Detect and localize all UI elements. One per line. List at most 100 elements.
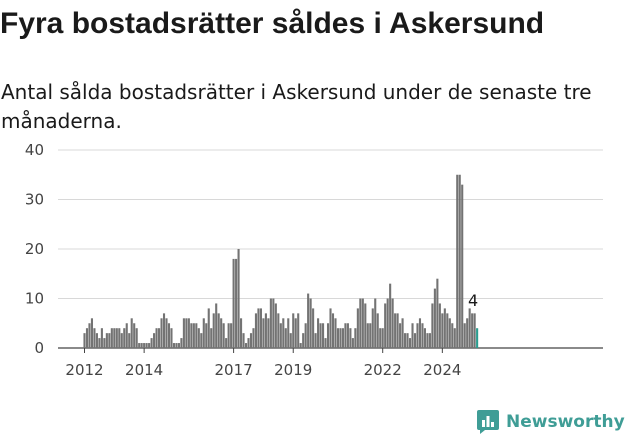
bar: [361, 298, 364, 348]
bar: [448, 318, 451, 348]
bar: [133, 323, 136, 348]
bar: [446, 313, 449, 348]
bar-latest: [476, 328, 479, 348]
bar: [145, 343, 148, 348]
bar: [314, 333, 317, 348]
bar: [473, 313, 476, 348]
bar: [351, 338, 354, 348]
bar: [103, 338, 106, 348]
bar: [376, 313, 379, 348]
bar: [384, 303, 387, 348]
bar: [456, 174, 459, 348]
bar: [125, 323, 128, 348]
bar: [197, 328, 200, 348]
bar: [366, 323, 369, 348]
bar: [200, 333, 203, 348]
bar: [123, 328, 126, 348]
bar: [244, 343, 248, 348]
bar: [232, 258, 235, 348]
bar: [356, 308, 359, 348]
bar: [386, 298, 389, 348]
x-tick-label: 2012: [65, 361, 103, 379]
bar: [423, 328, 426, 348]
bar: [162, 313, 166, 348]
bar: [396, 313, 399, 348]
latest-value-label: 4: [468, 291, 478, 310]
bar: [205, 323, 208, 348]
bar: [453, 328, 456, 348]
bar: [207, 308, 210, 348]
bar: [322, 323, 325, 348]
x-tick-label: 2024: [423, 361, 461, 379]
bar: [349, 328, 352, 348]
bar: [254, 313, 258, 348]
bar: [110, 328, 113, 348]
bar: [115, 328, 118, 348]
bar: [379, 328, 382, 348]
bar: [309, 298, 312, 348]
bar: [150, 338, 153, 348]
bar: [185, 318, 188, 348]
y-tick-label: 30: [25, 191, 44, 209]
bar: [282, 318, 285, 348]
y-tick-label: 20: [25, 240, 44, 258]
bar: [331, 313, 335, 348]
bar: [235, 258, 238, 348]
bar: [90, 318, 94, 348]
bar: [471, 313, 474, 348]
bar: [334, 318, 337, 348]
bar: [165, 318, 168, 348]
bar: [346, 323, 349, 348]
bar: [344, 323, 347, 348]
bar: [105, 333, 108, 348]
bar: [287, 318, 290, 348]
bar: [195, 323, 198, 348]
bar: [153, 333, 156, 348]
bar: [468, 308, 471, 348]
y-tick-label: 40: [25, 141, 44, 159]
bar: [297, 313, 300, 348]
y-tick-label: 0: [34, 339, 44, 357]
bar: [113, 328, 116, 348]
bar: [128, 333, 131, 348]
bar: [341, 328, 344, 348]
bar: [391, 298, 394, 348]
bar: [175, 343, 178, 348]
bar: [242, 333, 245, 348]
bar: [143, 343, 146, 348]
bar: [441, 313, 444, 348]
bar: [404, 333, 407, 348]
bar: [249, 333, 253, 348]
bar: [307, 293, 310, 348]
bar: [399, 323, 402, 348]
bar: [190, 323, 193, 348]
bar: [217, 313, 220, 348]
bar: [289, 333, 292, 348]
bar: [277, 313, 280, 348]
bar: [247, 338, 250, 348]
bar: [326, 323, 330, 348]
bar: [210, 328, 213, 348]
bar: [272, 298, 275, 348]
bar: [158, 328, 161, 348]
bar: [83, 333, 86, 348]
bar: [100, 328, 103, 348]
bar: [93, 328, 96, 348]
bar: [212, 313, 215, 348]
chart-subtitle: Antal sålda bostadsrätter i Askersund un…: [1, 80, 592, 133]
bar: [426, 333, 429, 348]
bar: [182, 318, 185, 348]
bar: [269, 298, 272, 348]
bar: [431, 303, 434, 348]
bar: [433, 288, 436, 348]
bar: [227, 323, 230, 348]
bar: [374, 298, 377, 348]
bar: [202, 318, 205, 348]
bar: [458, 174, 461, 348]
bar: [294, 318, 297, 348]
bar: [336, 328, 340, 348]
bar: [267, 318, 270, 348]
bar: [428, 333, 431, 348]
bar: [274, 303, 277, 348]
